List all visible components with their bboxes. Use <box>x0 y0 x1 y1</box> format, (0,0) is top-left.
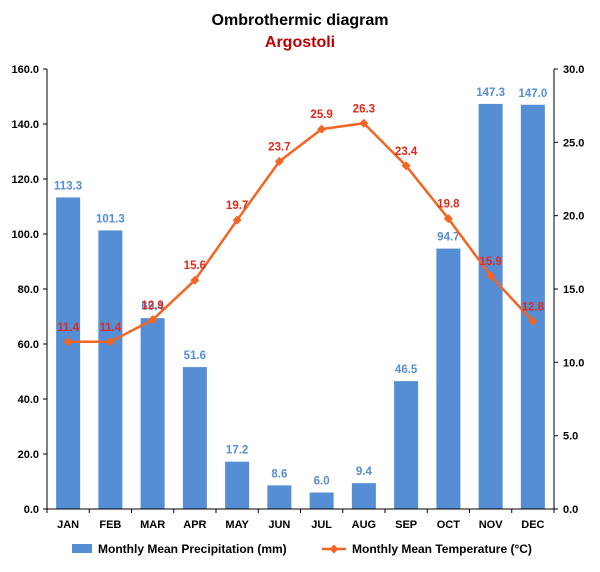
right-y-tick-label: 5.0 <box>563 431 578 443</box>
precipitation-data-label: 69.4 <box>141 301 164 313</box>
left-y-tick-label: 80.0 <box>18 284 39 296</box>
x-tick-label: APR <box>183 519 206 531</box>
temperature-data-label: 19.8 <box>437 199 460 211</box>
legend-precipitation-label: Monthly Mean Precipitation (mm) <box>98 542 287 556</box>
precipitation-data-label: 46.5 <box>395 364 418 376</box>
precipitation-data-label: 6.0 <box>314 476 330 488</box>
chart-title: Ombrothermic diagram <box>211 12 389 29</box>
precipitation-bar <box>225 461 250 509</box>
precipitation-data-label: 147.0 <box>518 88 547 100</box>
precipitation-bar <box>182 367 207 509</box>
x-tick-label: AUG <box>352 519 376 531</box>
temperature-line <box>68 122 534 344</box>
chart-subtitle: Argostoli <box>264 34 336 51</box>
x-tick-label: OCT <box>437 519 461 531</box>
precipitation-bar <box>267 485 292 509</box>
x-tick-label: JUN <box>268 519 290 531</box>
precipitation-bar <box>309 492 334 509</box>
right-y-tick-label: 25.0 <box>563 137 584 149</box>
temperature-data-label: 23.7 <box>268 141 290 153</box>
precipitation-bar <box>478 103 503 510</box>
right-y-tick-label: 30.0 <box>563 64 584 76</box>
left-y-tick-label: 0.0 <box>24 504 39 516</box>
temperature-point <box>401 161 411 171</box>
legend-precipitation-swatch <box>72 544 92 553</box>
precipitation-bar <box>394 381 419 509</box>
x-tick-label: MAY <box>225 519 249 531</box>
temperature-data-label: 23.4 <box>395 146 418 158</box>
left-y-tick-label: 120.0 <box>11 174 39 186</box>
right-y-tick-label: 15.0 <box>563 284 584 296</box>
precipitation-data-label: 101.3 <box>96 213 125 225</box>
temperature-point <box>359 118 369 128</box>
temperature-point <box>528 316 538 326</box>
temperature-data-label: 15.6 <box>184 260 206 272</box>
right-y-tick-label: 0.0 <box>563 504 578 516</box>
precipitation-bar <box>140 318 165 509</box>
precipitation-data-label: 113.3 <box>54 180 82 192</box>
temperature-data-label: 19.7 <box>226 200 248 212</box>
legend-temperature-marker <box>329 544 339 554</box>
right-y-tick-label: 10.0 <box>563 357 584 369</box>
temperature-data-label: 11.4 <box>57 322 79 334</box>
left-y-tick-label: 60.0 <box>18 339 39 351</box>
x-tick-label: SEP <box>395 519 417 531</box>
temperature-data-label: 12.8 <box>522 301 545 313</box>
temperature-point <box>63 337 73 347</box>
left-y-tick-label: 140.0 <box>11 119 39 131</box>
precipitation-bar <box>351 483 376 509</box>
precipitation-data-label: 94.7 <box>437 232 459 244</box>
temperature-data-label: 26.3 <box>353 103 375 115</box>
temperature-point <box>317 124 327 134</box>
x-tick-label: JUL <box>311 519 332 531</box>
precipitation-data-label: 9.4 <box>356 466 373 478</box>
precipitation-bar <box>56 197 81 510</box>
left-y-tick-label: 160.0 <box>11 64 39 76</box>
temperature-point <box>486 271 496 281</box>
precipitation-data-label: 51.6 <box>184 350 206 362</box>
temperature-point <box>105 337 115 347</box>
precipitation-data-label: 8.6 <box>271 468 287 480</box>
temperature-data-label: 11.4 <box>100 322 122 334</box>
temperature-point <box>232 215 242 225</box>
precipitation-data-label: 147.3 <box>476 87 505 99</box>
temperature-data-label: 25.9 <box>310 109 332 121</box>
precipitation-bar <box>98 230 123 510</box>
precipitation-bar <box>520 104 545 509</box>
right-y-tick-label: 20.0 <box>563 211 584 223</box>
x-tick-label: DEC <box>521 519 544 531</box>
x-tick-label: MAR <box>140 519 165 531</box>
left-y-tick-label: 40.0 <box>18 394 39 406</box>
temperature-point <box>274 156 284 166</box>
x-tick-label: FEB <box>99 519 121 531</box>
temperature-point <box>443 214 453 224</box>
legend-temperature-label: Monthly Mean Temperature (°C) <box>352 542 532 556</box>
temperature-point <box>148 315 158 325</box>
precipitation-data-label: 17.2 <box>226 445 248 457</box>
temperature-point <box>190 275 200 285</box>
temperature-data-label: 12.9 <box>141 300 163 312</box>
temperature-data-label: 15.9 <box>479 256 501 268</box>
left-y-tick-label: 100.0 <box>11 229 39 241</box>
precipitation-bar <box>436 248 461 509</box>
x-tick-label: NOV <box>479 519 504 531</box>
x-tick-label: JAN <box>57 519 79 531</box>
left-y-tick-label: 20.0 <box>18 449 39 461</box>
